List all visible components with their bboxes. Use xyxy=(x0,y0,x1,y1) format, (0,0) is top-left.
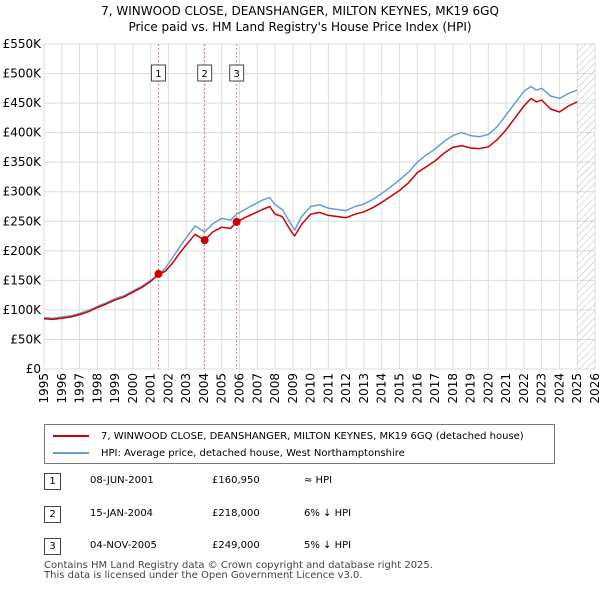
legend-swatch-hpi xyxy=(53,452,89,454)
x-tick-label: 1998 xyxy=(90,373,104,404)
x-tick-label: 2022 xyxy=(517,373,531,404)
sale-hpi-relation: 6% ↓ HPI xyxy=(304,508,352,519)
sale-price: £160,950 xyxy=(212,475,260,486)
sale-marker-label: 1 xyxy=(155,69,161,80)
legend-label-hpi: HPI: Average price, detached house, West… xyxy=(101,447,405,459)
sale-date: 04-NOV-2005 xyxy=(90,540,157,551)
y-tick-label: £550K xyxy=(3,37,43,51)
x-tick-label: 2004 xyxy=(197,373,211,404)
plot-area xyxy=(43,43,596,370)
y-tick-label: £500K xyxy=(3,67,43,81)
footer: Contains HM Land Registry data © Crown c… xyxy=(44,561,433,581)
y-tick-label: £0 xyxy=(26,362,41,376)
x-tick-label: 2010 xyxy=(304,373,318,404)
sale-marker-box xyxy=(229,64,245,82)
sale-number-badge: 2 xyxy=(44,506,61,523)
chart-subtitle: Price paid vs. HM Land Registry's House … xyxy=(128,20,472,34)
x-tick-label: 2000 xyxy=(126,373,140,404)
x-tick-label: 2016 xyxy=(410,373,424,404)
sale-point xyxy=(200,236,209,245)
sale-marker-box xyxy=(150,64,166,82)
x-tick-label: 2008 xyxy=(268,373,282,404)
y-tick-label: £150K xyxy=(3,273,43,287)
x-tick-label: 2023 xyxy=(535,373,549,404)
x-tick-label: 2003 xyxy=(179,373,193,404)
x-tick-label: 2015 xyxy=(392,373,406,404)
hpi-line xyxy=(43,85,578,319)
x-tick-label: 2014 xyxy=(375,373,389,404)
y-tick-label: £100K xyxy=(3,303,43,317)
x-tick-label: 2013 xyxy=(357,373,371,404)
x-tick-label: 2001 xyxy=(144,373,158,404)
x-tick-label: 2011 xyxy=(321,373,335,404)
future-hatch-region xyxy=(577,44,595,369)
x-tick-label: 1999 xyxy=(108,373,122,404)
x-tick-label: 1995 xyxy=(37,373,51,404)
x-tick-label: 2012 xyxy=(339,373,353,404)
y-tick-label: £200K xyxy=(3,244,43,258)
sale-row: 1 08-JUN-2001 £160,950 ≈ HPI xyxy=(44,473,564,491)
sale-marker-label: 3 xyxy=(233,69,239,80)
sale-hpi-relation: 5% ↓ HPI xyxy=(304,540,352,551)
sale-point xyxy=(232,217,241,226)
footer-licence: This data is licensed under the Open Gov… xyxy=(44,570,363,581)
sale-point xyxy=(154,269,163,278)
x-tick-label: 2017 xyxy=(428,373,442,404)
y-tick-label: £400K xyxy=(3,126,43,140)
y-tick-label: £300K xyxy=(3,185,43,199)
x-tick-label: 2025 xyxy=(570,373,584,404)
sale-marker-label: 2 xyxy=(201,69,207,80)
legend-label-property: 7, WINWOOD CLOSE, DEANSHANGER, MILTON KE… xyxy=(101,430,524,442)
price-chart: 1 2 3 £0 £50K £100K £150K £200K £250K £300K £350K… xyxy=(3,37,600,404)
x-tick-label: 2021 xyxy=(499,373,513,404)
property-price-line xyxy=(43,97,578,321)
legend-swatch-property xyxy=(53,435,89,437)
sale-price: £218,000 xyxy=(212,508,260,519)
x-tick-label: 1997 xyxy=(73,373,87,404)
sale-number-badge: 1 xyxy=(44,473,61,490)
sale-price: £249,000 xyxy=(212,540,260,551)
footer-copyright: Contains HM Land Registry data © Crown c… xyxy=(44,560,433,571)
x-tick-label: 2007 xyxy=(250,373,264,404)
sale-hpi-relation: ≈ HPI xyxy=(304,475,333,486)
x-tick-label: 2026 xyxy=(588,373,600,404)
legend-item-hpi: HPI: Average price, detached house, West… xyxy=(53,445,405,461)
x-tick-label: 2024 xyxy=(552,373,566,404)
legend: 7, WINWOOD CLOSE, DEANSHANGER, MILTON KE… xyxy=(44,424,555,464)
x-tick-label: 2018 xyxy=(446,373,460,404)
x-tick-label: 2009 xyxy=(286,373,300,404)
sale-marker-box xyxy=(197,64,213,82)
y-tick-label: £50K xyxy=(10,332,42,346)
x-tick-label: 2020 xyxy=(481,373,495,404)
sale-date: 08-JUN-2001 xyxy=(90,475,154,486)
x-tick-label: 1996 xyxy=(55,373,69,404)
y-tick-label: £450K xyxy=(3,96,43,110)
x-tick-label: 2006 xyxy=(233,373,247,404)
x-tick-label: 2005 xyxy=(215,373,229,404)
sale-number-badge: 3 xyxy=(44,538,61,555)
x-tick-label: 2019 xyxy=(464,373,478,404)
sale-row: 2 15-JAN-2004 £218,000 6% ↓ HPI xyxy=(44,506,564,524)
chart-title: 7, WINWOOD CLOSE, DEANSHANGER, MILTON KE… xyxy=(101,4,499,18)
x-tick-label: 2002 xyxy=(161,373,175,404)
y-tick-label: £250K xyxy=(3,214,43,228)
y-tick-label: £350K xyxy=(3,155,43,169)
sale-row: 3 04-NOV-2005 £249,000 5% ↓ HPI xyxy=(44,538,564,556)
sale-date: 15-JAN-2004 xyxy=(90,508,154,519)
legend-item-property: 7, WINWOOD CLOSE, DEANSHANGER, MILTON KE… xyxy=(53,428,524,444)
